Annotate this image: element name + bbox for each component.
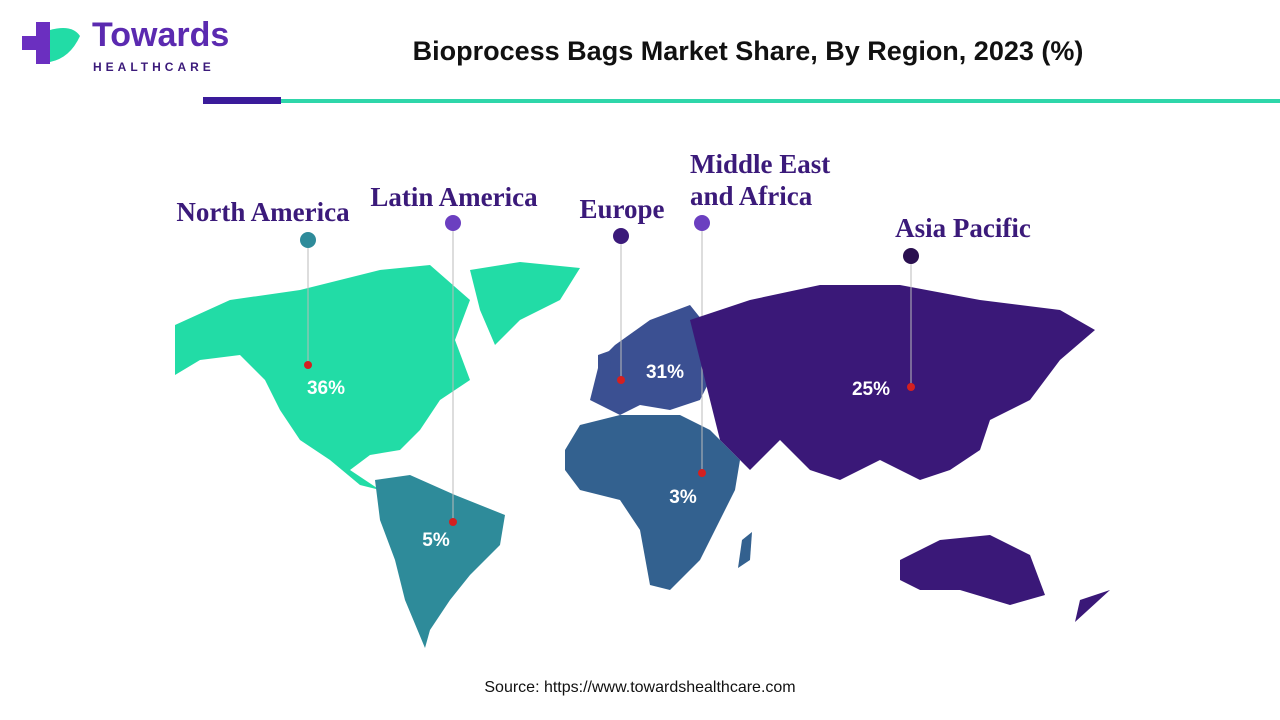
value-label: 36% bbox=[307, 378, 345, 399]
region-label: Europe bbox=[579, 194, 665, 224]
logo-sub: HEALTHCARE bbox=[93, 60, 215, 74]
region bbox=[470, 262, 580, 345]
region bbox=[175, 265, 470, 490]
region-label: Asia Pacific bbox=[895, 213, 1031, 243]
region bbox=[738, 532, 752, 568]
region-label: North America bbox=[176, 197, 350, 227]
value-label: 25% bbox=[852, 379, 890, 400]
pin bbox=[300, 232, 316, 248]
pin bbox=[694, 215, 710, 231]
value-label: 5% bbox=[422, 530, 450, 551]
region bbox=[598, 350, 612, 372]
region bbox=[1075, 590, 1110, 622]
pin bbox=[903, 248, 919, 264]
region-dot bbox=[907, 383, 915, 391]
region bbox=[690, 285, 1095, 480]
logo-name: Towards bbox=[92, 16, 229, 54]
source: Source: https://www.towardshealthcare.co… bbox=[484, 679, 796, 696]
pin bbox=[445, 215, 461, 231]
region-dot bbox=[698, 469, 706, 477]
region bbox=[900, 535, 1045, 605]
chart-title: Bioprocess Bags Market Share, By Region,… bbox=[412, 36, 1084, 66]
region bbox=[375, 475, 505, 648]
region-label: Latin America bbox=[370, 182, 538, 212]
logo-icon bbox=[22, 22, 80, 64]
value-label: 31% bbox=[646, 362, 684, 383]
value-label: 3% bbox=[669, 487, 697, 508]
region bbox=[565, 415, 740, 590]
region-dot bbox=[617, 376, 625, 384]
region-label: Middle East and Africa bbox=[690, 149, 831, 211]
region-dot bbox=[449, 518, 457, 526]
region bbox=[590, 305, 715, 415]
title-rule bbox=[281, 99, 1280, 103]
region-dot bbox=[304, 361, 312, 369]
title-bar bbox=[203, 97, 281, 104]
pin bbox=[613, 228, 629, 244]
